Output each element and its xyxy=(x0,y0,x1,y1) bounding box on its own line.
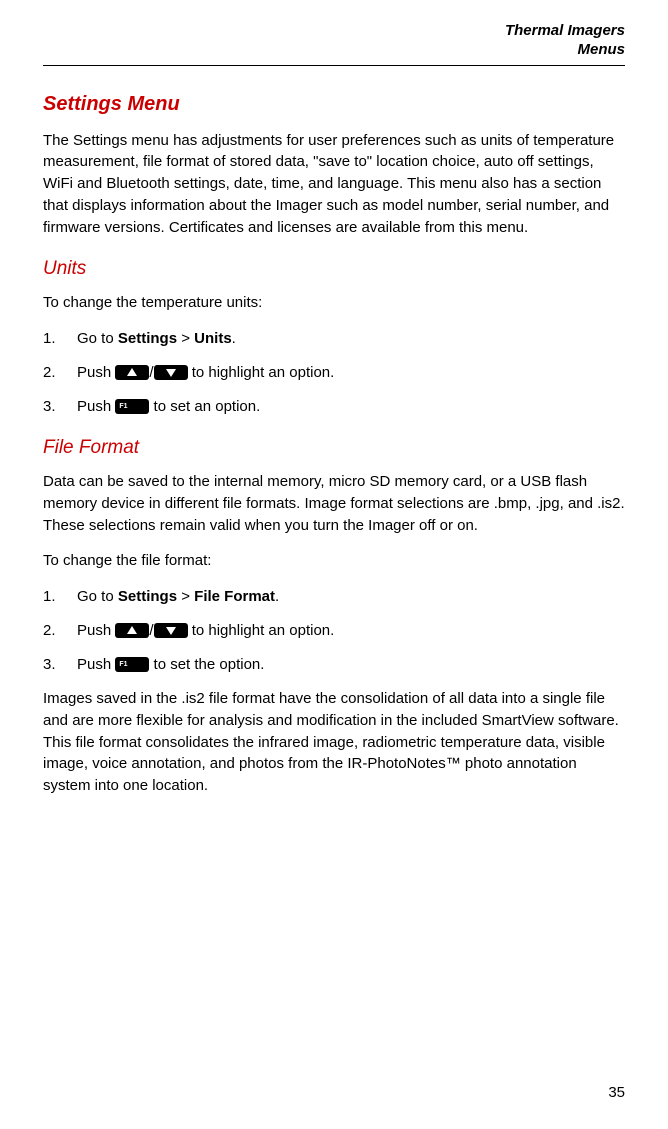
units-intro: To change the temperature units: xyxy=(43,292,625,314)
file-format-step-2: Push / to highlight an option. xyxy=(43,620,625,641)
units-steps: Go to Settings > Units. Push / to highli… xyxy=(43,328,625,417)
text: to set the option. xyxy=(149,656,264,673)
text: . xyxy=(275,588,279,605)
units-step-2: Push / to highlight an option. xyxy=(43,362,625,383)
units-heading: Units xyxy=(43,258,625,280)
text: to highlight an option. xyxy=(188,622,335,639)
text: to highlight an option. xyxy=(188,364,335,381)
file-format-heading: File Format xyxy=(43,437,625,459)
text: . xyxy=(232,330,236,347)
text: Push xyxy=(77,364,115,381)
text: to set an option. xyxy=(149,398,260,415)
file-format-step-3: Push F1 to set the option. xyxy=(43,654,625,675)
down-arrow-icon xyxy=(154,365,188,380)
file-format-steps: Go to Settings > File Format. Push / to … xyxy=(43,586,625,675)
nav-units: Units xyxy=(194,330,232,347)
text: > xyxy=(177,588,194,605)
up-arrow-icon xyxy=(115,365,149,380)
nav-settings: Settings xyxy=(118,588,177,605)
file-format-instruct: To change the file format: xyxy=(43,550,625,572)
units-step-3: Push F1 to set an option. xyxy=(43,396,625,417)
header-line2: Menus xyxy=(43,41,625,60)
header-line1: Thermal Imagers xyxy=(43,22,625,41)
text: Push xyxy=(77,656,115,673)
page-header: Thermal Imagers Menus xyxy=(43,22,625,66)
up-arrow-icon xyxy=(115,623,149,638)
nav-settings: Settings xyxy=(118,330,177,347)
text: > xyxy=(177,330,194,347)
text: Push xyxy=(77,398,115,415)
text: Push xyxy=(77,622,115,639)
f1-key-icon: F1 xyxy=(115,657,149,672)
page-number: 35 xyxy=(608,1084,625,1101)
units-step-1: Go to Settings > Units. xyxy=(43,328,625,349)
f1-label: F1 xyxy=(119,400,127,413)
f1-label: F1 xyxy=(119,658,127,671)
down-arrow-icon xyxy=(154,623,188,638)
text: Go to xyxy=(77,330,118,347)
nav-file-format: File Format xyxy=(194,588,275,605)
file-format-outro: Images saved in the .is2 file format hav… xyxy=(43,688,625,797)
settings-menu-intro: The Settings menu has adjustments for us… xyxy=(43,130,625,239)
file-format-intro: Data can be saved to the internal memory… xyxy=(43,471,625,536)
text: Go to xyxy=(77,588,118,605)
settings-menu-heading: Settings Menu xyxy=(43,93,625,116)
f1-key-icon: F1 xyxy=(115,399,149,414)
file-format-step-1: Go to Settings > File Format. xyxy=(43,586,625,607)
